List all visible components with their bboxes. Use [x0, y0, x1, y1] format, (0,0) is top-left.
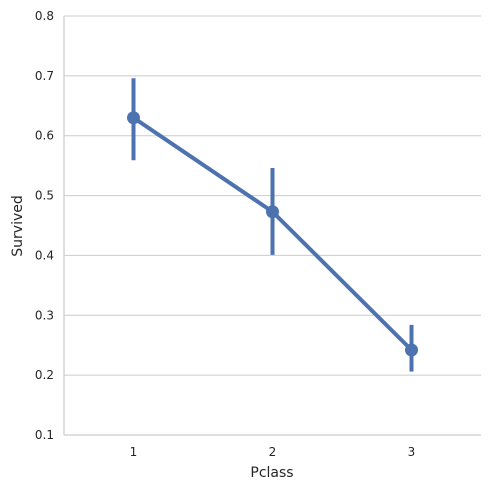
y-tick-label: 0.1 — [35, 428, 54, 442]
y-tick-label: 0.3 — [35, 308, 54, 322]
series-layer — [127, 78, 418, 372]
y-tick-labels: 0.1 0.2 0.3 0.4 0.5 0.6 0.7 0.8 — [35, 9, 54, 442]
y-tick-label: 0.8 — [35, 9, 54, 23]
y-tick-label: 0.2 — [35, 368, 54, 382]
data-point — [405, 343, 418, 357]
data-point — [127, 111, 140, 125]
y-tick-label: 0.6 — [35, 129, 54, 143]
x-tick-label: 3 — [408, 445, 416, 459]
x-tick-label: 1 — [130, 445, 138, 459]
y-axis-label: Survived — [10, 195, 26, 256]
y-tick-label: 0.7 — [35, 69, 54, 83]
y-tick-label: 0.5 — [35, 189, 54, 203]
x-tick-label: 2 — [269, 445, 277, 459]
x-tick-labels: 1 2 3 — [130, 445, 416, 459]
x-axis-label: Pclass — [250, 465, 293, 481]
axis-spines — [63, 16, 481, 436]
y-tick-label: 0.4 — [35, 248, 54, 262]
data-point — [266, 205, 279, 219]
